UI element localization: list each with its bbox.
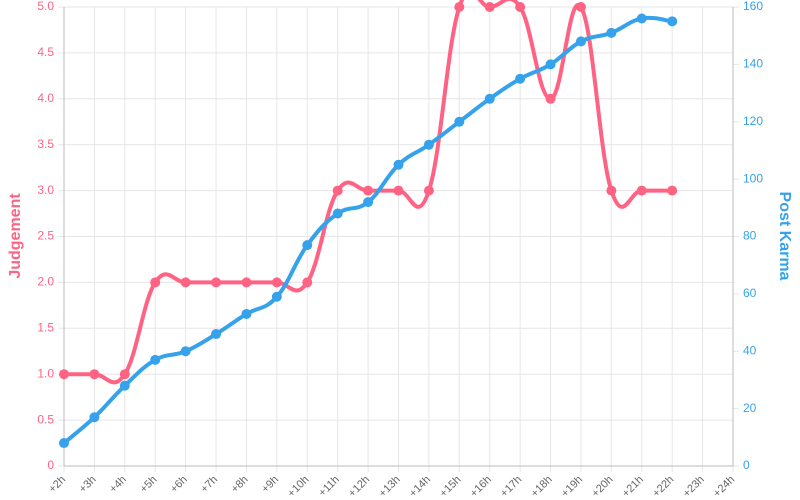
data-point bbox=[302, 240, 313, 251]
x-tick-label: +9h bbox=[259, 474, 281, 496]
y2-tick-label: 80 bbox=[743, 229, 757, 243]
data-point bbox=[393, 185, 404, 196]
y-tick-label: 0 bbox=[47, 458, 54, 472]
data-point bbox=[636, 13, 647, 24]
data-point bbox=[150, 354, 161, 365]
y2-tick-label: 100 bbox=[743, 171, 763, 185]
x-tick-label: +12h bbox=[346, 474, 372, 500]
data-point bbox=[59, 369, 69, 380]
x-tick-label: +21h bbox=[620, 474, 646, 500]
y-tick-label: 1.5 bbox=[37, 320, 54, 334]
data-point bbox=[667, 16, 678, 27]
data-point bbox=[423, 185, 434, 196]
y2-tick-label: 40 bbox=[743, 343, 757, 357]
x-tick-label: +22h bbox=[650, 474, 676, 500]
data-point bbox=[667, 185, 678, 196]
data-point bbox=[484, 93, 495, 104]
x-tick-label: +4h bbox=[107, 474, 129, 496]
x-tick-label: +10h bbox=[285, 474, 311, 500]
y-axis-title: Judgement bbox=[7, 193, 24, 279]
x-tick-label: +13h bbox=[377, 474, 403, 500]
data-point bbox=[271, 291, 282, 302]
y-tick-label: 4.0 bbox=[37, 91, 54, 105]
data-point bbox=[180, 346, 191, 357]
data-point bbox=[454, 116, 465, 127]
x-tick-label: +23h bbox=[681, 474, 707, 500]
x-tick-label: +24h bbox=[711, 474, 737, 500]
y-tick-label: 0.5 bbox=[37, 412, 54, 426]
x-tick-label: +5h bbox=[138, 474, 160, 496]
x-tick-label: +19h bbox=[559, 474, 585, 500]
y2-tick-label: 120 bbox=[743, 114, 763, 128]
data-point bbox=[59, 438, 69, 449]
x-tick-label: +8h bbox=[229, 474, 251, 496]
y-tick-label: 3.0 bbox=[37, 183, 54, 197]
data-point bbox=[606, 27, 617, 38]
data-point bbox=[89, 412, 100, 423]
data-point bbox=[393, 159, 404, 170]
x-tick-label: +18h bbox=[529, 474, 555, 500]
y-tick-label: 1.0 bbox=[37, 366, 54, 380]
y-tick-label: 3.5 bbox=[37, 137, 54, 151]
data-point bbox=[575, 2, 586, 12]
data-point bbox=[119, 380, 130, 391]
x-tick-label: +3h bbox=[77, 474, 99, 496]
x-tick-label: +14h bbox=[407, 474, 433, 500]
data-point bbox=[423, 139, 434, 150]
data-point bbox=[515, 2, 526, 12]
data-point bbox=[211, 277, 222, 288]
x-tick-label: +17h bbox=[498, 474, 524, 500]
data-point bbox=[606, 185, 617, 196]
x-tick-label: +15h bbox=[437, 474, 463, 500]
data-point bbox=[180, 277, 191, 288]
data-point bbox=[636, 185, 647, 196]
y-tick-label: 4.5 bbox=[37, 45, 54, 59]
data-point bbox=[332, 208, 343, 219]
x-tick-label: +11h bbox=[316, 474, 341, 499]
data-point bbox=[575, 36, 586, 47]
data-point bbox=[119, 369, 130, 380]
x-tick-label: +6h bbox=[168, 474, 190, 496]
x-tick-label: +20h bbox=[590, 474, 616, 500]
data-point bbox=[484, 2, 495, 12]
data-point bbox=[363, 197, 374, 208]
data-point bbox=[545, 59, 556, 70]
data-point bbox=[271, 277, 282, 288]
data-point bbox=[241, 308, 252, 319]
y2-tick-label: 0 bbox=[743, 458, 750, 472]
x-tick-label: +16h bbox=[468, 474, 494, 500]
y2-tick-label: 60 bbox=[743, 286, 757, 300]
y2-tick-label: 160 bbox=[743, 0, 763, 13]
x-tick-label: +2h bbox=[46, 474, 68, 496]
y2-tick-label: 20 bbox=[743, 401, 757, 415]
data-point bbox=[545, 93, 556, 104]
data-point bbox=[150, 277, 161, 288]
y2-axis-title: Post Karma bbox=[776, 192, 793, 281]
y-tick-label: 5.0 bbox=[37, 0, 54, 13]
y2-tick-label: 140 bbox=[743, 57, 763, 71]
data-point bbox=[454, 2, 465, 12]
data-point bbox=[302, 277, 313, 288]
data-point bbox=[332, 185, 343, 196]
x-tick-label: +7h bbox=[199, 474, 221, 496]
data-point bbox=[515, 73, 526, 84]
data-point bbox=[363, 185, 374, 196]
y-tick-label: 2.5 bbox=[37, 229, 54, 243]
data-point bbox=[211, 329, 222, 340]
data-point bbox=[89, 369, 100, 380]
data-point bbox=[241, 277, 252, 288]
y-tick-label: 2.0 bbox=[37, 275, 54, 289]
